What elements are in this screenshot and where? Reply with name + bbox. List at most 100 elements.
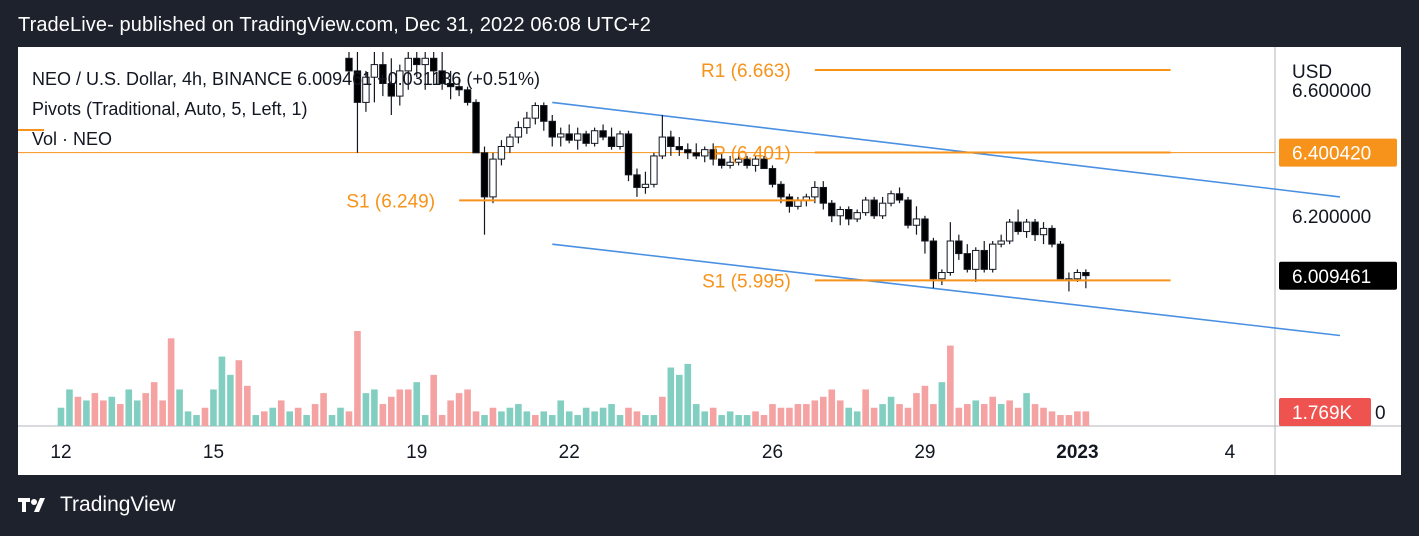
symbol-legend[interactable]: NEO / U.S. Dollar, 4h, BINANCE 6.009461 … xyxy=(32,69,540,89)
volume-bar xyxy=(311,404,319,426)
volume-bar xyxy=(811,400,819,426)
volume-bar xyxy=(599,407,607,426)
volume-bar xyxy=(74,396,82,426)
volume-bar xyxy=(396,389,404,426)
volume-bar xyxy=(828,389,836,426)
volume-bar xyxy=(565,411,573,426)
volume-bar xyxy=(430,374,437,426)
volume-bar xyxy=(337,407,344,426)
volume-bar xyxy=(523,411,531,426)
candle-body xyxy=(667,136,675,148)
candle-body xyxy=(845,209,853,220)
volume-bar xyxy=(362,393,370,426)
volume-bar xyxy=(794,404,802,426)
candle-body xyxy=(345,57,353,72)
candle-body xyxy=(565,133,573,141)
candle-body xyxy=(1048,227,1056,245)
candle-body xyxy=(726,161,734,166)
volume-legend[interactable]: Vol · NEO xyxy=(32,129,113,149)
candle-body xyxy=(777,183,785,198)
volume-bar xyxy=(1065,415,1073,426)
volume-bar xyxy=(667,367,675,426)
candle-body xyxy=(641,183,650,188)
pivots-legend[interactable]: Pivots (Traditional, Auto, 5, Left, 1) xyxy=(32,99,308,119)
pivot-label: S1 (5.995) xyxy=(702,271,791,292)
volume-bar xyxy=(506,407,514,426)
volume-bar xyxy=(125,389,133,426)
candle-body xyxy=(497,146,506,160)
volume-bar xyxy=(735,415,742,426)
volume-bar xyxy=(540,411,548,426)
volume-bar xyxy=(650,415,658,426)
volume-bar xyxy=(455,393,463,426)
volume-bar xyxy=(320,393,327,426)
volume-bar xyxy=(777,407,785,426)
candle-body xyxy=(540,105,548,122)
candle-body xyxy=(887,193,895,204)
volume-bar xyxy=(887,396,895,426)
candle-body xyxy=(675,146,684,151)
candle-body xyxy=(692,152,700,157)
candle-body xyxy=(650,155,658,185)
candle-body xyxy=(506,136,514,148)
pivot-color-marker xyxy=(18,129,44,131)
volume-bar xyxy=(286,411,293,426)
candle-body xyxy=(1082,272,1090,277)
candle-body xyxy=(413,57,421,66)
volume-bar xyxy=(616,415,624,426)
candle-body xyxy=(404,57,412,72)
price-chart[interactable]: R1 (6.663) P (6.401) S1 (6.249) S1 (5.995) U… xyxy=(18,47,1401,475)
volume-bar xyxy=(472,411,480,426)
volume-bar xyxy=(413,382,421,426)
candle-body xyxy=(590,130,599,144)
volume-bar xyxy=(328,415,336,426)
candle-body xyxy=(980,249,988,270)
volume-bar xyxy=(845,407,853,426)
candle-body xyxy=(1022,221,1031,233)
volume-bar xyxy=(91,393,99,426)
candle-body xyxy=(573,133,582,141)
volume-bar xyxy=(625,407,632,426)
volume-bar xyxy=(345,411,353,426)
volume-bar xyxy=(388,396,395,426)
candle-body xyxy=(929,240,938,280)
candle-body xyxy=(633,174,641,188)
volume-bar xyxy=(896,404,903,426)
volume-bar xyxy=(184,411,192,426)
volume-bar xyxy=(1014,407,1022,426)
candle-body xyxy=(421,57,429,66)
volume-bar xyxy=(176,389,183,426)
volume-bar xyxy=(930,404,937,426)
candle-body xyxy=(472,101,480,154)
candle-body xyxy=(853,212,861,220)
volume-bar xyxy=(557,400,565,426)
volume-bar xyxy=(980,404,988,426)
candle-body xyxy=(760,158,768,170)
candle-body xyxy=(616,133,624,148)
candle-body xyxy=(701,149,709,157)
volume-bar xyxy=(938,382,946,426)
volume-bar xyxy=(1074,411,1081,426)
volume-bar xyxy=(421,415,429,426)
volume-bar xyxy=(659,396,666,426)
volume-bar xyxy=(633,411,641,426)
volume-bar xyxy=(743,415,751,426)
volume-bar xyxy=(404,389,412,426)
candle-body xyxy=(370,64,379,78)
candle-body xyxy=(861,199,870,214)
volume-bar xyxy=(989,396,996,426)
volume-badge-label: 1.769K xyxy=(1292,403,1353,424)
volume-bar xyxy=(150,382,158,426)
volume-bar xyxy=(709,407,717,426)
volume-bar xyxy=(244,385,251,426)
candle-body xyxy=(717,158,726,166)
volume-bar xyxy=(379,404,387,426)
candle-body xyxy=(387,83,396,97)
volume-bar xyxy=(210,389,217,426)
tradingview-brand[interactable]: TradingView xyxy=(18,493,176,517)
chart-panel[interactable]: R1 (6.663) P (6.401) S1 (6.249) S1 (5.995) U… xyxy=(18,47,1401,475)
volume-bar xyxy=(193,415,200,426)
volume-bar xyxy=(1006,400,1013,426)
candle-body xyxy=(523,117,531,129)
candle-body xyxy=(938,272,946,280)
